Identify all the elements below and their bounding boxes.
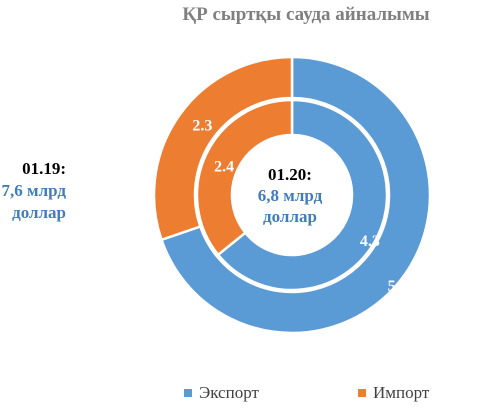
legend-swatch-export: [184, 389, 192, 397]
inner-ring-label-import: 2.4: [214, 158, 234, 175]
legend-label-import: Импорт: [373, 383, 430, 402]
outer-annotation-date: 01.19:: [22, 159, 66, 178]
inner-ring-annotation: 01.20: 6,8 млрд доллар: [235, 164, 345, 227]
inner-annotation-unit: доллар: [263, 207, 317, 226]
legend-item-export: Экспорт: [184, 383, 259, 403]
outer-ring-slice-export: [159, 55, 432, 335]
legend-swatch-import: [358, 389, 366, 397]
outer-annotation-unit: доллар: [12, 203, 66, 222]
legend-item-import: Импорт: [358, 383, 429, 403]
outer-ring-label-export: 5.3: [388, 278, 408, 295]
outer-annotation-value: 7,6 млрд: [1, 181, 66, 200]
inner-ring-slice-export: [216, 98, 389, 292]
inner-ring-slice-import: [195, 98, 294, 257]
legend-label-export: Экспорт: [199, 383, 259, 402]
inner-ring-label-export: 4.3: [360, 233, 380, 250]
chart-title: ҚР сыртқы сауда айналымы: [182, 4, 430, 25]
chart-legend: Экспорт Импорт: [0, 383, 477, 409]
inner-annotation-date: 01.20:: [268, 165, 312, 184]
outer-ring-annotation: 01.19: 7,6 млрд доллар: [0, 158, 66, 224]
inner-annotation-value: 6,8 млрд: [257, 186, 323, 205]
outer-ring-slice-import: [152, 55, 294, 242]
outer-ring-label-import: 2.3: [192, 117, 212, 134]
